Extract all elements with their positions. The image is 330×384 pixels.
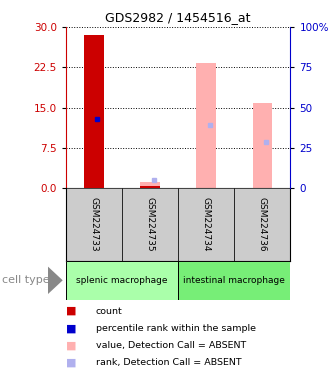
Text: rank, Detection Call = ABSENT: rank, Detection Call = ABSENT <box>96 358 241 367</box>
Bar <box>234 188 290 261</box>
Text: ■: ■ <box>66 306 77 316</box>
Bar <box>140 186 160 188</box>
Text: value, Detection Call = ABSENT: value, Detection Call = ABSENT <box>96 341 246 350</box>
Bar <box>66 188 122 261</box>
Bar <box>196 63 216 188</box>
Text: percentile rank within the sample: percentile rank within the sample <box>96 324 256 333</box>
Bar <box>252 103 272 188</box>
Text: GSM224735: GSM224735 <box>146 197 155 252</box>
Text: ■: ■ <box>66 341 77 351</box>
Text: splenic macrophage: splenic macrophage <box>76 276 168 285</box>
Text: GSM224734: GSM224734 <box>202 197 211 252</box>
Bar <box>178 261 290 300</box>
Text: count: count <box>96 306 122 316</box>
Bar <box>140 182 160 188</box>
Title: GDS2982 / 1454516_at: GDS2982 / 1454516_at <box>106 11 251 24</box>
Polygon shape <box>48 266 63 294</box>
Text: ■: ■ <box>66 323 77 333</box>
Text: GSM224736: GSM224736 <box>258 197 267 252</box>
Text: cell type: cell type <box>2 275 49 285</box>
Bar <box>178 188 234 261</box>
Bar <box>66 261 178 300</box>
Bar <box>122 188 178 261</box>
Text: GSM224733: GSM224733 <box>89 197 99 252</box>
Text: intestinal macrophage: intestinal macrophage <box>183 276 285 285</box>
Bar <box>84 35 104 188</box>
Text: ■: ■ <box>66 358 77 368</box>
